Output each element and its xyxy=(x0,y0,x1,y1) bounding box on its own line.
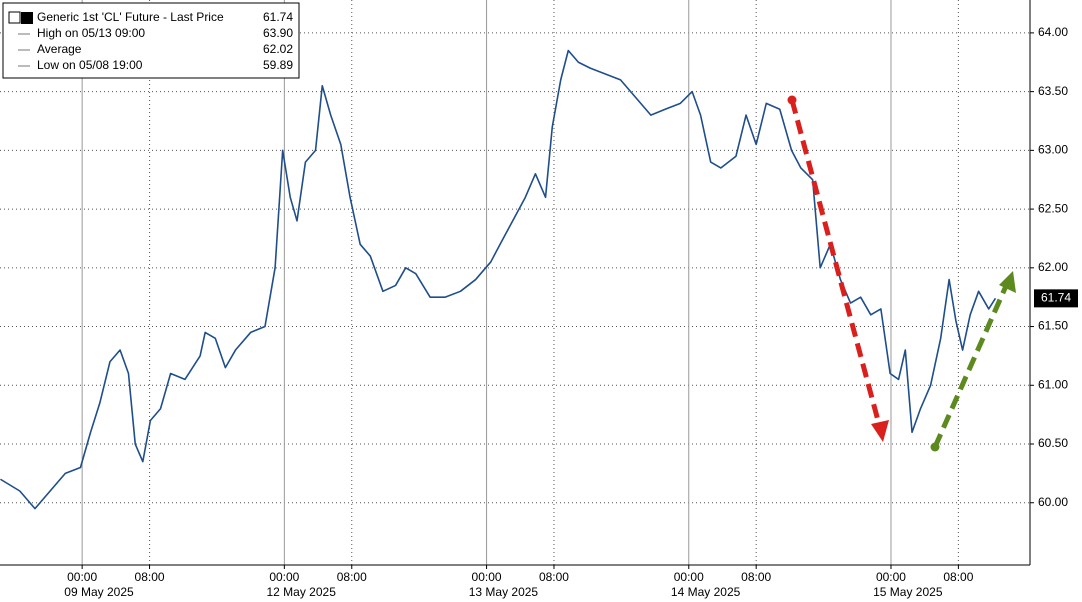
day-label: 12 May 2025 xyxy=(267,585,337,599)
plot xyxy=(0,49,997,510)
y-tick-label: 61.00 xyxy=(1038,377,1068,391)
last-price-label: 61.74 xyxy=(1041,291,1071,305)
x-tick-label: 08:00 xyxy=(741,570,771,584)
x-tick-label: 08:00 xyxy=(943,570,973,584)
legend-label: High on 05/13 09:00 xyxy=(37,26,145,40)
legend-box xyxy=(2,2,300,79)
x-tick-label: 00:00 xyxy=(876,570,906,584)
day-label: 14 May 2025 xyxy=(671,585,741,599)
y-tick-label: 60.50 xyxy=(1038,436,1068,450)
legend-swatch xyxy=(21,12,33,24)
up-arrow xyxy=(930,271,1016,452)
last-price-box xyxy=(1034,289,1078,308)
y-tick-label: 61.50 xyxy=(1038,319,1068,333)
legend-value: 61.74 xyxy=(263,10,293,24)
legend-label: Low on 05/08 19:00 xyxy=(37,58,143,72)
y-tick-label: 63.00 xyxy=(1038,143,1068,157)
day-label: 09 May 2025 xyxy=(64,585,134,599)
x-tick-label: 00:00 xyxy=(269,570,299,584)
legend-label: Generic 1st 'CL' Future - Last Price xyxy=(37,10,224,24)
legend-value: 62.02 xyxy=(263,42,293,56)
legend-value: 59.89 xyxy=(263,58,293,72)
legend-value: 63.90 xyxy=(263,26,293,40)
y-tick-label: 62.50 xyxy=(1038,201,1068,215)
day-label: 15 May 2025 xyxy=(873,585,943,599)
price-line xyxy=(0,49,997,510)
x-tick-label: 08:00 xyxy=(539,570,569,584)
x-tick-label: 08:00 xyxy=(135,570,165,584)
y-tick-label: 64.00 xyxy=(1038,25,1068,39)
legend-swatch-outline xyxy=(8,11,21,24)
x-tick-label: 08:00 xyxy=(337,570,367,584)
y-tick-label: 62.00 xyxy=(1038,260,1068,274)
x-tick-label: 00:00 xyxy=(674,570,704,584)
y-tick-label: 60.00 xyxy=(1038,495,1068,509)
y-tick-label: 63.50 xyxy=(1038,84,1068,98)
down-arrow xyxy=(787,95,889,442)
legend-label: Average xyxy=(37,42,82,56)
x-tick-label: 00:00 xyxy=(472,570,502,584)
x-tick-label: 00:00 xyxy=(67,570,97,584)
legend: Generic 1st 'CL' Future - Last Price 61.7… xyxy=(2,2,300,79)
day-label: 13 May 2025 xyxy=(469,585,539,599)
